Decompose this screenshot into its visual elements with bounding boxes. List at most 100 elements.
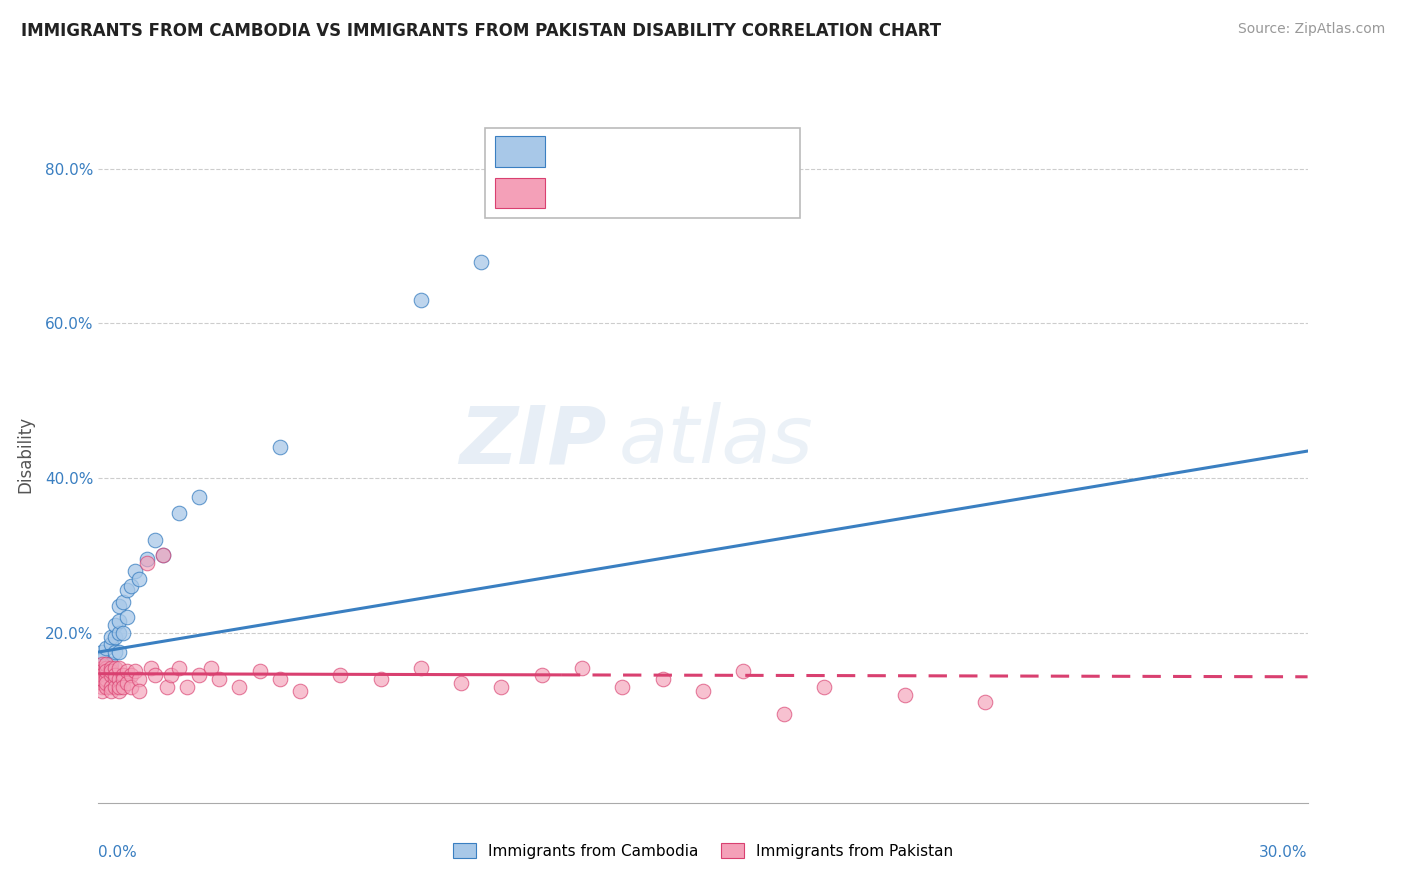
Point: [470, 254, 492, 268]
Point: [103, 672, 125, 686]
Point: [91, 672, 114, 686]
Point: [107, 645, 129, 659]
Point: [124, 665, 146, 679]
Point: [107, 625, 129, 640]
Point: [96, 665, 118, 679]
Point: [103, 668, 125, 682]
Point: [571, 660, 593, 674]
Text: ZIP: ZIP: [458, 402, 606, 480]
Point: [893, 688, 915, 702]
Point: [269, 672, 291, 686]
Point: [103, 618, 125, 632]
Point: [200, 660, 222, 674]
Point: [143, 533, 166, 547]
Point: [450, 676, 472, 690]
Point: [530, 668, 553, 682]
Point: [612, 680, 634, 694]
Text: 0.0%: 0.0%: [98, 845, 138, 860]
Point: [100, 668, 122, 682]
Point: [91, 668, 114, 682]
Point: [96, 668, 118, 682]
Text: 30.0%: 30.0%: [1260, 845, 1308, 860]
FancyBboxPatch shape: [485, 128, 800, 219]
Text: atlas: atlas: [619, 402, 813, 480]
Point: [111, 672, 134, 686]
Point: [91, 683, 114, 698]
Point: [111, 595, 134, 609]
Text: R =: R =: [554, 144, 588, 159]
Point: [329, 668, 352, 682]
Point: [100, 637, 122, 651]
Point: [103, 680, 125, 694]
Point: [208, 672, 231, 686]
Point: [115, 610, 138, 624]
Point: [103, 660, 125, 674]
Point: [249, 665, 271, 679]
Point: [128, 683, 150, 698]
Point: [91, 660, 114, 674]
Point: [96, 660, 118, 674]
Point: [96, 657, 118, 671]
Point: [692, 683, 714, 698]
Point: [91, 653, 114, 667]
Point: [813, 680, 835, 694]
Point: [100, 683, 122, 698]
Point: [772, 706, 794, 721]
Point: [160, 668, 183, 682]
Point: [120, 668, 142, 682]
Text: N =: N =: [681, 144, 714, 159]
Point: [111, 680, 134, 694]
Point: [100, 630, 122, 644]
Point: [111, 625, 134, 640]
Point: [409, 660, 432, 674]
Point: [100, 657, 122, 671]
Point: [974, 695, 997, 709]
Point: [139, 660, 162, 674]
Point: [111, 668, 134, 682]
Text: 29: 29: [724, 144, 745, 159]
Point: [124, 564, 146, 578]
Legend: Immigrants from Cambodia, Immigrants from Pakistan: Immigrants from Cambodia, Immigrants fro…: [447, 837, 959, 864]
Point: [103, 630, 125, 644]
Point: [91, 676, 114, 690]
Point: [96, 680, 118, 694]
Point: [91, 672, 114, 686]
Point: [228, 680, 250, 694]
Point: [167, 506, 190, 520]
Point: [91, 680, 114, 694]
Point: [143, 668, 166, 682]
Point: [128, 672, 150, 686]
Point: [651, 672, 673, 686]
Point: [135, 556, 157, 570]
Point: [409, 293, 432, 308]
Point: [100, 660, 122, 674]
Text: Source: ZipAtlas.com: Source: ZipAtlas.com: [1237, 22, 1385, 37]
Point: [91, 665, 114, 679]
Point: [91, 645, 114, 659]
Point: [176, 680, 198, 694]
Point: [188, 668, 211, 682]
Point: [152, 549, 174, 563]
FancyBboxPatch shape: [495, 136, 546, 167]
Point: [107, 683, 129, 698]
Point: [491, 680, 513, 694]
Point: [100, 680, 122, 694]
Text: 0.421: 0.421: [605, 144, 658, 159]
Point: [288, 683, 311, 698]
Y-axis label: Disability: Disability: [15, 417, 34, 493]
Point: [96, 641, 118, 656]
Point: [91, 657, 114, 671]
Point: [96, 660, 118, 674]
Point: [100, 665, 122, 679]
Text: IMMIGRANTS FROM CAMBODIA VS IMMIGRANTS FROM PAKISTAN DISABILITY CORRELATION CHAR: IMMIGRANTS FROM CAMBODIA VS IMMIGRANTS F…: [21, 22, 941, 40]
Point: [156, 680, 179, 694]
Point: [107, 660, 129, 674]
Text: -0.009: -0.009: [605, 186, 659, 201]
Point: [733, 665, 755, 679]
Point: [120, 680, 142, 694]
Text: 70: 70: [724, 186, 745, 201]
Point: [91, 668, 114, 682]
Point: [269, 440, 291, 454]
Point: [96, 676, 118, 690]
Point: [188, 491, 211, 505]
